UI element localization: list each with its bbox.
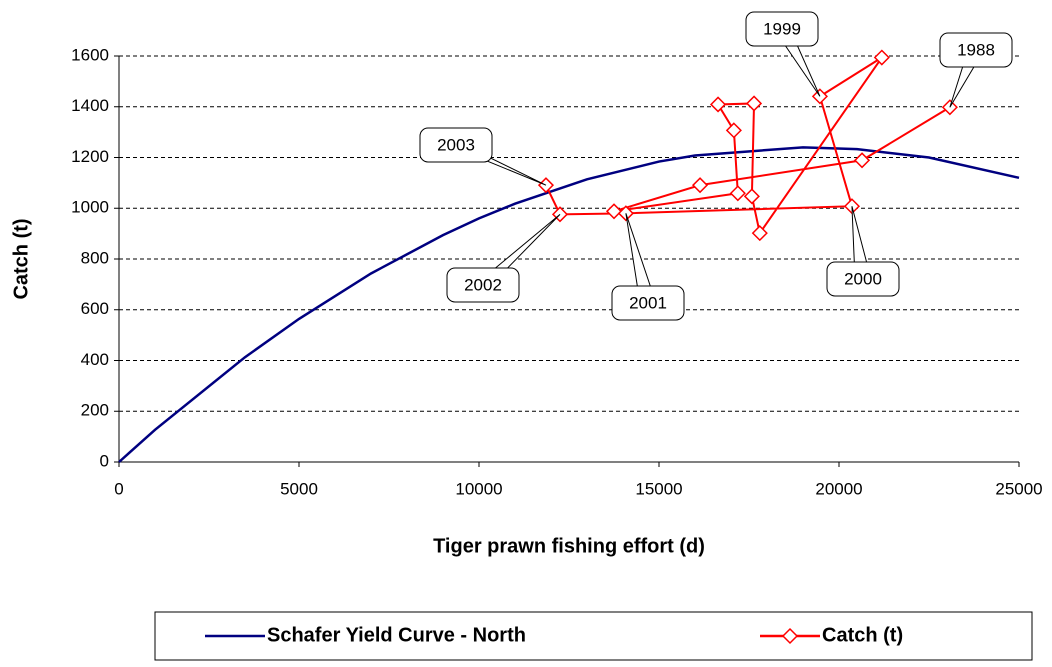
data-point xyxy=(751,225,768,242)
legend-marker xyxy=(781,627,799,645)
y-tick-label: 1200 xyxy=(71,147,109,166)
annotation: 2000 xyxy=(844,269,882,288)
y-tick-label: 0 xyxy=(100,451,109,470)
x-axis-label: Tiger prawn fishing effort (d) xyxy=(433,535,705,557)
callout-box xyxy=(419,127,493,163)
x-tick-label: 10000 xyxy=(455,479,502,498)
y-tick-label: 1000 xyxy=(71,198,109,217)
data-point xyxy=(745,95,763,112)
y-tick-label: 400 xyxy=(81,350,109,369)
y-tick-label: 200 xyxy=(81,401,109,420)
y-tick-label: 1400 xyxy=(71,96,109,115)
y-tick-label: 1600 xyxy=(71,45,109,64)
x-tick-label: 25000 xyxy=(995,479,1042,498)
legend-label: Schafer Yield Curve - North xyxy=(267,624,526,646)
data-point xyxy=(605,203,623,220)
callout-box xyxy=(826,261,900,297)
legend-label: Catch (t) xyxy=(822,624,903,646)
callout-box xyxy=(745,11,819,47)
data-point xyxy=(729,185,746,202)
series-line xyxy=(118,146,1020,463)
data-point xyxy=(725,122,742,139)
legend-box xyxy=(154,611,1033,661)
data-point xyxy=(873,49,890,66)
data-point xyxy=(691,177,709,194)
annotation: 2001 xyxy=(629,293,667,312)
callout-box xyxy=(939,32,1013,68)
callout-box xyxy=(611,285,685,321)
series-line xyxy=(545,56,951,236)
data-point xyxy=(709,96,727,113)
x-tick-label: 20000 xyxy=(815,479,862,498)
data-point xyxy=(853,152,871,169)
x-tick-label: 0 xyxy=(114,479,123,498)
annotation: 2002 xyxy=(464,275,502,294)
y-tick-label: 800 xyxy=(81,248,109,267)
annotation: 1988 xyxy=(957,40,995,59)
data-point xyxy=(743,188,760,205)
annotation: 1999 xyxy=(763,19,801,38)
x-tick-label: 5000 xyxy=(280,479,318,498)
annotation: 2003 xyxy=(437,135,475,154)
callout-box xyxy=(446,267,520,303)
y-tick-label: 600 xyxy=(81,299,109,318)
x-tick-label: 15000 xyxy=(635,479,682,498)
y-axis-label: Catch (t) xyxy=(10,218,32,299)
